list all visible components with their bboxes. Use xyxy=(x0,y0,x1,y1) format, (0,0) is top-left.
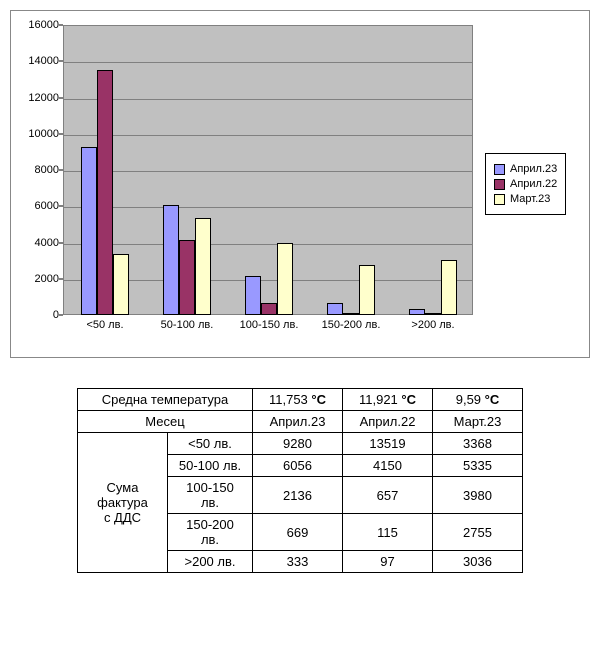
chart-plot-area: 0 2000 4000 6000 8000 10000 12000 14000 16000 <50… xyxy=(19,19,479,349)
y-tick-mark xyxy=(59,206,63,207)
data-table: Средна температура 11,753 °C 11,921 °C 9… xyxy=(77,388,523,573)
month-val-1: Април.22 xyxy=(343,411,433,433)
y-tick-mark xyxy=(59,278,63,279)
month-val-2: Март.23 xyxy=(433,411,523,433)
legend-swatch xyxy=(494,194,505,205)
cell: 9280 xyxy=(253,433,343,455)
legend-item: Април.23 xyxy=(494,163,557,175)
legend-label: Април.23 xyxy=(510,163,557,175)
sum-label: Сума фактура с ДДС xyxy=(78,433,168,573)
cat-4: >200 лв. xyxy=(168,551,253,573)
temp-val-1: 11,921 °C xyxy=(343,389,433,411)
cell: 2136 xyxy=(253,477,343,514)
legend-label: Март.23 xyxy=(510,193,550,205)
y-tick-label: 0 xyxy=(19,309,59,321)
y-tick-label: 10000 xyxy=(19,128,59,140)
temp-val-0: 11,753 °C xyxy=(253,389,343,411)
bar xyxy=(81,147,97,315)
table-row: Сума фактура с ДДС <50 лв. 9280 13519 33… xyxy=(78,433,523,455)
bar xyxy=(327,303,343,315)
y-tick-mark xyxy=(59,170,63,171)
bar xyxy=(425,313,441,315)
y-tick-label: 16000 xyxy=(19,19,59,31)
bar xyxy=(409,309,425,315)
table-row-temp: Средна температура 11,753 °C 11,921 °C 9… xyxy=(78,389,523,411)
legend-item: Април.22 xyxy=(494,178,557,190)
cell: 669 xyxy=(253,514,343,551)
legend: Април.23 Април.22 Март.23 xyxy=(485,153,566,215)
y-tick-mark xyxy=(59,242,63,243)
cell: 3368 xyxy=(433,433,523,455)
bar xyxy=(195,218,211,315)
bar xyxy=(441,260,457,315)
bar xyxy=(97,70,113,315)
y-tick-label: 12000 xyxy=(19,92,59,104)
bar xyxy=(261,303,277,315)
legend-label: Април.22 xyxy=(510,178,557,190)
temp-val-2: 9,59 °C xyxy=(433,389,523,411)
bar xyxy=(343,313,359,315)
cat-1: 50-100 лв. xyxy=(168,455,253,477)
legend-swatch xyxy=(494,179,505,190)
month-val-0: Април.23 xyxy=(253,411,343,433)
cell: 115 xyxy=(343,514,433,551)
cell: 4150 xyxy=(343,455,433,477)
y-tick-label: 6000 xyxy=(19,200,59,212)
cell: 5335 xyxy=(433,455,523,477)
cell: 13519 xyxy=(343,433,433,455)
bar xyxy=(179,240,195,315)
y-tick-label: 2000 xyxy=(19,273,59,285)
cell: 333 xyxy=(253,551,343,573)
table-row-month: Месец Април.23 Април.22 Март.23 xyxy=(78,411,523,433)
cell: 3036 xyxy=(433,551,523,573)
x-tick-label: >200 лв. xyxy=(393,319,473,331)
month-label: Месец xyxy=(78,411,253,433)
cell: 3980 xyxy=(433,477,523,514)
legend-item: Март.23 xyxy=(494,193,557,205)
bar xyxy=(245,276,261,315)
chart-container: 0 2000 4000 6000 8000 10000 12000 14000 16000 <50… xyxy=(10,10,590,358)
temp-label: Средна температура xyxy=(78,389,253,411)
cell: 657 xyxy=(343,477,433,514)
legend-swatch xyxy=(494,164,505,175)
bar xyxy=(113,254,129,315)
x-tick-label: 100-150 лв. xyxy=(229,319,309,331)
bar xyxy=(163,205,179,315)
x-tick-label: <50 лв. xyxy=(65,319,145,331)
cat-2: 100-150 лв. xyxy=(168,477,253,514)
y-tick-mark xyxy=(59,133,63,134)
x-tick-label: 50-100 лв. xyxy=(147,319,227,331)
y-tick-mark xyxy=(59,315,63,316)
bar xyxy=(277,243,293,315)
y-tick-mark xyxy=(59,97,63,98)
y-tick-label: 14000 xyxy=(19,55,59,67)
y-tick-mark xyxy=(59,61,63,62)
y-tick-label: 8000 xyxy=(19,164,59,176)
cell: 2755 xyxy=(433,514,523,551)
x-tick-label: 150-200 лв. xyxy=(311,319,391,331)
cat-3: 150-200 лв. xyxy=(168,514,253,551)
chart-inner: 0 2000 4000 6000 8000 10000 12000 14000 16000 <50… xyxy=(19,19,581,349)
cell: 6056 xyxy=(253,455,343,477)
cat-0: <50 лв. xyxy=(168,433,253,455)
y-tick-label: 4000 xyxy=(19,237,59,249)
cell: 97 xyxy=(343,551,433,573)
bar xyxy=(359,265,375,315)
y-tick-mark xyxy=(59,25,63,26)
bars-row xyxy=(63,25,473,315)
